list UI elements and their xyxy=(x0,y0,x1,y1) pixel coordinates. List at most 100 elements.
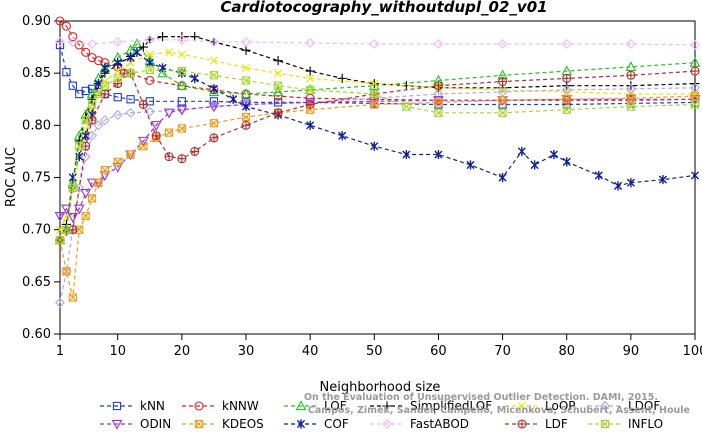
legend-item-knn: kNN xyxy=(100,399,165,413)
point-cof-16 xyxy=(229,94,238,104)
point-lof-12 xyxy=(157,67,168,78)
legend-item-ldf: LDF xyxy=(505,417,568,431)
point-cof-19 xyxy=(306,120,315,130)
point-ldof-0 xyxy=(55,297,65,308)
point-inflo-2 xyxy=(68,183,77,193)
point-kdeos-8 xyxy=(113,157,122,166)
watermark-line-1: On the Evaluation of Unsupervised Outlie… xyxy=(304,392,658,403)
point-knn-8 xyxy=(113,93,122,102)
point-inflo-19 xyxy=(498,108,507,117)
chart-title: Cardiotocography_withoutdupl_02_v01 xyxy=(220,0,547,16)
point-cof-12 xyxy=(158,63,167,73)
legend-label-inflo: INFLO xyxy=(628,417,663,431)
point-cof-17 xyxy=(241,101,251,112)
point-odin-10 xyxy=(138,136,149,147)
point-ldf-18 xyxy=(433,81,443,91)
point-inflo-5 xyxy=(87,100,97,109)
point-kdeos-19 xyxy=(434,98,443,107)
legend-item-inflo: INFLO xyxy=(588,417,663,431)
point-knnw-2 xyxy=(68,32,78,42)
point-loop-16 xyxy=(306,74,315,83)
point-inflo-0 xyxy=(55,235,65,245)
x-tick-label-2: 20 xyxy=(174,344,191,359)
point-cof-14 xyxy=(190,73,199,83)
point-fastabod-3 xyxy=(112,36,123,47)
legend-label-odin: ODIN xyxy=(140,417,171,431)
point-ldf-22 xyxy=(690,66,700,76)
point-ldof-19 xyxy=(625,83,636,94)
point-inflo-11 xyxy=(177,66,187,76)
point-ldf-21 xyxy=(626,70,636,80)
legend-marker-ldof xyxy=(600,401,610,411)
point-cof-27 xyxy=(530,160,539,170)
point-ldof-1 xyxy=(61,266,72,277)
point-cof-30 xyxy=(594,170,603,181)
point-knn-19 xyxy=(562,100,571,109)
plot-frame xyxy=(59,20,696,335)
point-inflo-6 xyxy=(94,89,103,99)
point-knn-4 xyxy=(81,86,90,96)
legend-item-simplifiedlof: SimplifiedLOF xyxy=(370,399,492,413)
point-loop-19 xyxy=(498,85,507,94)
legend-marker-fastabod xyxy=(382,419,392,429)
point-lof-10 xyxy=(131,38,143,49)
legend-marker-loop xyxy=(518,402,526,410)
point-simplifiedlof-14 xyxy=(190,32,200,42)
point-ldf-20 xyxy=(562,73,572,83)
series-line-ldof xyxy=(59,87,696,303)
point-kdeos-3 xyxy=(75,225,84,234)
point-cof-32 xyxy=(626,178,635,188)
point-kdeos-22 xyxy=(626,94,636,103)
point-ldf-15 xyxy=(273,108,283,118)
point-inflo-7 xyxy=(100,81,110,90)
legend: kNN kNNW LOF SimplifiedLOF LoOP LDOF ODIN KDEOS… xyxy=(100,399,663,431)
point-inflo-15 xyxy=(306,85,315,95)
legend-item-loop: LoOP xyxy=(505,399,576,413)
point-inflo-20 xyxy=(562,105,571,114)
point-cof-3 xyxy=(75,152,84,162)
point-loop-10 xyxy=(145,50,154,59)
point-kdeos-21 xyxy=(562,95,571,104)
point-odin-8 xyxy=(112,162,124,173)
point-ldf-14 xyxy=(241,120,251,130)
legend-label-knnw: kNNW xyxy=(222,399,259,413)
point-fastabod-11 xyxy=(497,38,508,49)
series-fastabod xyxy=(55,34,700,50)
legend-label-kdeos: KDEOS xyxy=(222,417,264,431)
point-fastabod-9 xyxy=(369,38,380,49)
point-cof-2 xyxy=(68,172,77,183)
point-inflo-17 xyxy=(402,102,411,111)
series-line-odin xyxy=(59,98,695,219)
point-simplifiedlof-18 xyxy=(305,66,315,76)
point-odin-7 xyxy=(99,171,111,182)
series-line-fastabod xyxy=(60,39,696,46)
point-kdeos-9 xyxy=(126,150,135,159)
point-fastabod-6 xyxy=(208,36,219,47)
point-fastabod-0 xyxy=(55,36,65,47)
y-tick-label-2: 0.70 xyxy=(22,223,51,238)
point-fastabod-14 xyxy=(690,40,700,50)
legend-label-simplifiedlof: SimplifiedLOF xyxy=(410,399,492,413)
point-odin-13 xyxy=(176,105,188,116)
point-kdeos-23 xyxy=(690,91,700,101)
point-simplifiedlof-12 xyxy=(158,32,168,42)
point-ldof-5 xyxy=(87,130,98,141)
y-tick-label-5: 0.85 xyxy=(22,66,51,81)
point-ldof-7 xyxy=(99,115,110,126)
point-ldf-12 xyxy=(190,146,200,156)
point-fastabod-8 xyxy=(305,37,316,48)
legend-label-fastabod: FastABOD xyxy=(410,417,469,431)
legend-label-ldof: LDOF xyxy=(628,399,660,413)
legend-label-lof: LOF xyxy=(324,399,347,413)
legend-label-loop: LoOP xyxy=(545,399,576,413)
point-kdeos-2 xyxy=(68,293,77,302)
point-ldof-4 xyxy=(80,151,91,162)
x-tick-label-6: 60 xyxy=(430,344,447,359)
series-line-kdeos xyxy=(59,95,696,298)
point-lof-13 xyxy=(176,79,188,90)
legend-item-cof: COF xyxy=(284,417,349,431)
x-axis-label: Neighborhood size xyxy=(320,380,441,395)
series-line-lof xyxy=(59,43,696,241)
point-inflo-4 xyxy=(81,115,90,125)
point-inflo-10 xyxy=(145,65,154,75)
